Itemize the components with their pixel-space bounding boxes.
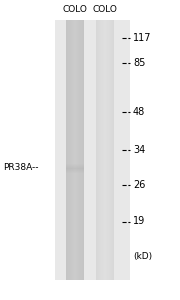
Text: 26: 26 [133,180,145,190]
Text: COLO: COLO [93,5,117,14]
Text: 117: 117 [133,33,152,43]
Text: 85: 85 [133,58,145,68]
Text: PR38A--: PR38A-- [3,164,39,172]
Text: 48: 48 [133,107,145,117]
Bar [55,20,130,280]
Text: 34: 34 [133,145,145,155]
Text: (kD): (kD) [133,252,152,261]
Text: 19: 19 [133,217,145,226]
Text: COLO: COLO [63,5,87,14]
